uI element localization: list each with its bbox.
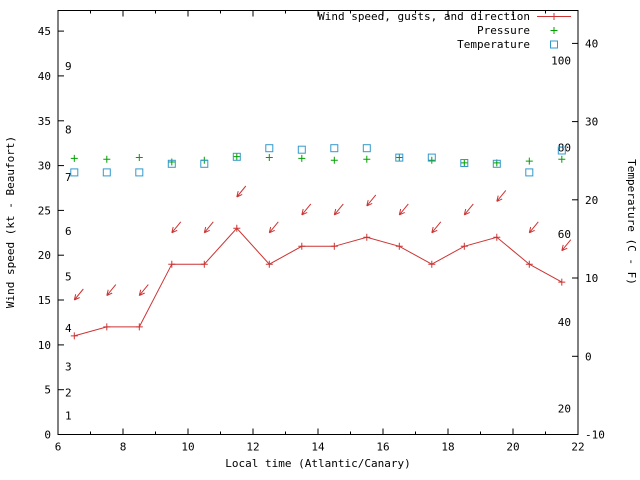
y-tick-label: 20 (38, 249, 51, 262)
beaufort-scale-label: 4 (65, 322, 72, 335)
beaufort-scale-label: 6 (65, 225, 72, 238)
y-tick-label: 5 (44, 384, 51, 397)
plot-root: 6 8 10 12 14 16 18 20 22051015202530354045-10010… (4, 10, 638, 470)
temperature-marker (525, 168, 534, 177)
temperature-marker (70, 168, 79, 177)
y2-tick-label: 40 (585, 37, 598, 50)
gust-arrow (463, 203, 474, 216)
y-tick-label: 15 (38, 294, 51, 307)
legend-square-sample (550, 40, 558, 49)
gust-arrow (366, 194, 377, 207)
temperature-marker (167, 159, 176, 168)
beaufort-scale-label: 5 (65, 271, 72, 284)
gust-arrow (431, 221, 442, 234)
temperature-marker (297, 145, 306, 154)
y-tick-label: 25 (38, 204, 51, 217)
gust-arrow (73, 288, 84, 301)
temperature-marker (492, 159, 501, 168)
gust-arrow (203, 221, 214, 234)
y-tick-label: 0 (44, 429, 51, 442)
gust-arrow (236, 185, 247, 198)
x-tick-label: 22 (571, 441, 584, 454)
x-tick-label: 6 (55, 441, 62, 454)
gust-arrow (106, 284, 117, 297)
beaufort-scale-label: 3 (65, 360, 72, 373)
gust-arrow (333, 203, 344, 216)
temperature-marker (200, 159, 209, 168)
gust-arrow (561, 239, 572, 252)
beaufort-scale-label: 7 (65, 171, 72, 184)
gust-arrow (138, 284, 149, 297)
temperature-marker (102, 168, 111, 177)
y-tick-label: 35 (38, 115, 51, 128)
y2-tick-label: 0 (585, 350, 592, 363)
beaufort-scale-label: 2 (65, 386, 72, 399)
gust-arrow (398, 203, 409, 216)
y2-axis-title: Temperature (C - F) (625, 159, 638, 285)
gust-direction-arrows (73, 185, 572, 301)
legend-label: Pressure (477, 24, 530, 37)
x-tick-label: 16 (376, 441, 389, 454)
temperature-marker (362, 144, 371, 153)
y-tick-label: 10 (38, 339, 51, 352)
x-axis-ticks (57, 10, 579, 435)
x-axis-title: Local time (Atlantic/Canary) (225, 457, 410, 470)
fahrenheit-scale-label: 100 (551, 55, 571, 68)
temperature-marker (232, 152, 241, 161)
beaufort-scale-label: 8 (65, 124, 72, 137)
pressure-series-markers (70, 153, 566, 167)
legend-label: Wind speed, gusts, and direction (318, 10, 530, 23)
gust-arrow (496, 190, 507, 202)
temperature-marker (557, 146, 566, 155)
temperature-series (70, 144, 566, 177)
plot-border (57, 10, 579, 435)
y-tick-label: 30 (38, 160, 51, 173)
gust-arrow (301, 203, 312, 216)
x-tick-label: 18 (441, 441, 454, 454)
y-tick-label: 40 (38, 70, 51, 83)
fahrenheit-scale-label: 20 (558, 403, 571, 416)
y-tick-label: 45 (38, 25, 51, 38)
y2-tick-label: 20 (585, 194, 598, 207)
gust-arrow (268, 221, 279, 234)
temperature-marker (460, 159, 469, 167)
legend-label: Temperature (457, 38, 530, 51)
wind-speed-line (74, 227, 563, 337)
x-tick-label: 8 (120, 441, 127, 454)
x-tick-label: 20 (506, 441, 519, 454)
legend-plus-sample (550, 27, 558, 34)
fahrenheit-scale-label: 80 (558, 141, 571, 154)
y2-tick-label: -10 (585, 429, 605, 442)
temperature-marker (330, 144, 339, 153)
temperature-marker (265, 144, 274, 153)
beaufort-scale-label: 1 (65, 410, 72, 423)
x-tick-label: 12 (246, 441, 259, 454)
y2-tick-label: 30 (585, 116, 598, 129)
wind-speed-markers (70, 224, 566, 340)
x-tick-label: 10 (181, 441, 194, 454)
fahrenheit-scale-label: 60 (558, 228, 571, 241)
temperature-marker (395, 153, 404, 162)
fahrenheit-scale-label: 40 (558, 316, 571, 329)
temperature-marker (427, 153, 436, 162)
legend-plus-sample (550, 13, 558, 20)
y2-tick-label: 10 (585, 272, 598, 285)
y-axis-title: Wind speed (kt - Beaufort) (4, 136, 17, 308)
y-axis-ticks (58, 30, 64, 435)
x-tick-label: 14 (311, 441, 325, 454)
y2-axis-ticks (572, 42, 578, 435)
gust-arrow (528, 221, 539, 234)
temperature-marker (135, 168, 144, 177)
beaufort-scale-label: 9 (65, 60, 72, 73)
gust-arrow (171, 221, 182, 234)
